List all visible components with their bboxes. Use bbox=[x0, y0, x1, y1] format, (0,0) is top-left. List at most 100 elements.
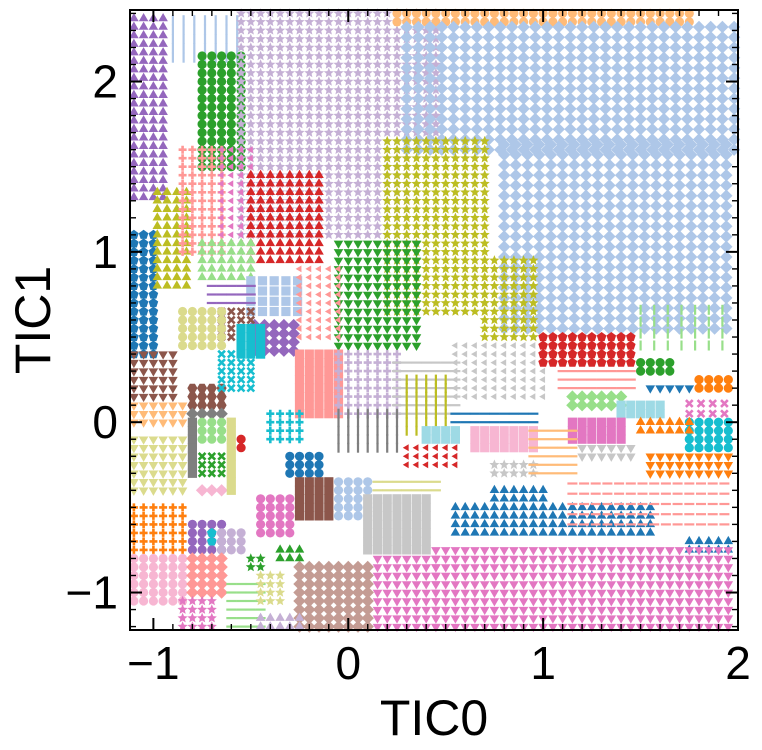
data-point-triangle-down bbox=[713, 462, 724, 471]
data-point-pentagon bbox=[606, 331, 617, 342]
data-point-tri-left bbox=[237, 197, 244, 205]
data-point-circle bbox=[207, 417, 217, 427]
data-point-star bbox=[275, 144, 286, 154]
data-point-circle bbox=[197, 323, 207, 334]
data-point-star bbox=[460, 169, 471, 180]
data-point-triangle-up bbox=[255, 621, 266, 630]
data-point-star bbox=[333, 67, 344, 78]
data-point-star bbox=[313, 110, 325, 120]
data-point-triangle-down bbox=[129, 444, 139, 454]
data-point-star bbox=[479, 272, 490, 282]
data-point-plus bbox=[363, 350, 372, 359]
data-point-square bbox=[587, 426, 597, 436]
data-point-circle bbox=[226, 94, 236, 104]
data-point-star bbox=[421, 272, 432, 282]
data-point-diamond bbox=[610, 71, 624, 85]
data-point-cross bbox=[217, 383, 226, 393]
data-point-plus bbox=[178, 511, 187, 520]
data-point-plus bbox=[188, 213, 197, 222]
data-point-square bbox=[226, 426, 236, 436]
data-point-circle bbox=[178, 553, 188, 564]
data-point-plus bbox=[354, 375, 362, 384]
data-point-star bbox=[343, 59, 354, 69]
data-point-diamond bbox=[634, 71, 647, 85]
data-point-triangle-up bbox=[148, 55, 159, 64]
data-point-triangle-down bbox=[567, 581, 578, 590]
data-point-cross bbox=[207, 451, 217, 461]
data-point-triangle-down bbox=[148, 453, 159, 462]
data-point-triangle-up bbox=[479, 518, 490, 528]
data-point-star bbox=[313, 42, 325, 52]
data-point-circle bbox=[148, 579, 158, 589]
data-point-triangle-down bbox=[596, 444, 607, 454]
data-point-star bbox=[177, 612, 188, 623]
data-point-star bbox=[450, 238, 461, 248]
data-point-diamond bbox=[599, 122, 612, 136]
data-point-circle bbox=[178, 579, 188, 589]
data-point-triangle-down bbox=[138, 359, 149, 369]
data-point-diamond bbox=[720, 138, 733, 151]
data-point-triangle-down bbox=[401, 325, 412, 335]
data-point-diamond bbox=[509, 168, 523, 182]
data-point-triangle-up bbox=[236, 237, 246, 247]
data-point-triangle-up bbox=[265, 246, 276, 255]
data-point-star bbox=[391, 169, 403, 180]
data-point-triangle-down bbox=[353, 291, 363, 301]
data-point-diamond bbox=[720, 158, 733, 172]
data-point-star bbox=[518, 297, 529, 308]
data-point-triangle-down bbox=[479, 581, 490, 590]
data-point-diamond bbox=[708, 220, 721, 233]
data-point-triangle-up bbox=[197, 246, 207, 255]
data-point-triangle-down bbox=[713, 564, 724, 573]
data-point-plus bbox=[168, 520, 177, 529]
data-point-star bbox=[304, 110, 315, 120]
data-point-star bbox=[518, 289, 529, 299]
data-point-pentagon bbox=[625, 349, 636, 359]
data-point-plus bbox=[168, 545, 177, 554]
data-point-star bbox=[391, 144, 403, 154]
data-point-triangle-down bbox=[645, 615, 656, 624]
data-point-triangle-up bbox=[138, 123, 149, 132]
data-point-square bbox=[616, 426, 626, 436]
data-point-diamond bbox=[681, 112, 694, 126]
data-point-square bbox=[187, 468, 197, 478]
data-point-diamond bbox=[599, 61, 612, 75]
data-point-tri-left bbox=[315, 265, 321, 273]
data-point-circle bbox=[226, 545, 236, 555]
data-point-diamond bbox=[494, 31, 507, 44]
data-point-triangle-up bbox=[148, 29, 159, 39]
data-point-circle bbox=[187, 519, 197, 529]
data-point-star bbox=[265, 16, 276, 27]
data-point-star bbox=[382, 33, 393, 44]
data-point-diamond bbox=[708, 148, 721, 162]
data-point-square bbox=[363, 545, 373, 555]
data-point-cross bbox=[684, 409, 694, 419]
data-point-star bbox=[362, 50, 373, 61]
data-point-plus bbox=[178, 196, 187, 205]
data-point-plus bbox=[178, 528, 187, 537]
data-point-star bbox=[352, 169, 364, 180]
data-point-square bbox=[324, 511, 334, 521]
data-point-star bbox=[391, 33, 403, 44]
data-point-triangle-up bbox=[577, 518, 587, 528]
data-point-triangle-down bbox=[158, 479, 168, 488]
data-point-triangle-down bbox=[177, 462, 188, 471]
data-point-circle bbox=[636, 366, 646, 376]
data-point-plus bbox=[188, 154, 197, 163]
data-point-triangle-down bbox=[645, 385, 656, 394]
data-point-star bbox=[255, 8, 266, 18]
data-point-star bbox=[460, 221, 471, 231]
data-point-star bbox=[460, 144, 471, 154]
data-point-diamond bbox=[716, 51, 729, 64]
data-point-tri-left bbox=[500, 367, 507, 375]
data-point-diamond bbox=[599, 133, 612, 146]
data-point-cross bbox=[226, 307, 236, 316]
data-point-triangle-up bbox=[246, 229, 256, 238]
data-point-triangle-up bbox=[138, 38, 149, 47]
data-point-star bbox=[440, 280, 451, 291]
data-point-star bbox=[304, 161, 315, 171]
data-point-star bbox=[421, 255, 432, 265]
data-point-pentagon bbox=[148, 306, 159, 316]
data-point-star bbox=[528, 314, 539, 325]
